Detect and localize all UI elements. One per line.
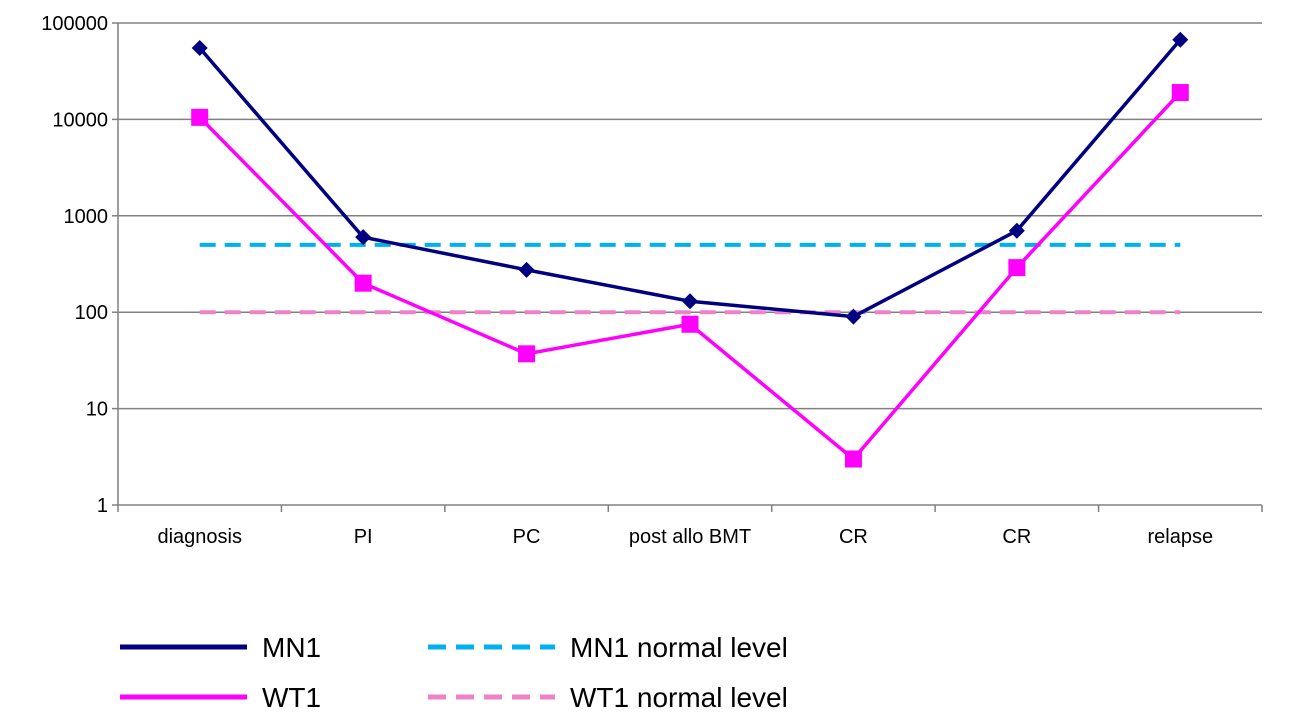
data-point: [354, 274, 372, 292]
x-axis-ticks: diagnosis PI PC post allo BMT CR CR relapse: [117, 505, 1263, 548]
legend: MN1 WT1 MN1 normal level WT1 normal level: [120, 632, 788, 713]
y-tick-label: 10000: [52, 109, 108, 131]
data-point: [844, 450, 862, 468]
gridlines: [118, 22, 1262, 410]
data-point: [845, 308, 862, 325]
y-tick-label: 100: [75, 302, 108, 324]
y-axis-ticks: 1 10 100 1000 10000 100000: [41, 13, 118, 517]
x-tick-label: PC: [513, 526, 541, 548]
data-point: [191, 40, 208, 57]
data-point: [518, 345, 536, 363]
data-point: [1171, 84, 1189, 102]
data-point: [355, 229, 372, 246]
legend-label: MN1: [262, 632, 321, 663]
data-point: [1008, 222, 1025, 239]
legend-label: WT1 normal level: [570, 682, 788, 713]
y-tick-label: 100000: [41, 13, 108, 35]
data-point: [518, 261, 535, 278]
x-tick-label: relapse: [1147, 526, 1213, 548]
y-tick-label: 1000: [64, 206, 109, 228]
y-tick-label: 1: [97, 495, 108, 517]
x-tick-label: CR: [839, 526, 868, 548]
data-point: [682, 293, 698, 310]
data-point: [191, 108, 209, 126]
series-line: [198, 38, 1182, 319]
series-line: [198, 91, 1182, 462]
y-tick-label: 10: [86, 399, 108, 421]
data-point: [1172, 31, 1189, 48]
series: [191, 31, 1189, 468]
data-point: [1008, 259, 1026, 277]
legend-label: WT1: [262, 682, 321, 713]
legend-label: MN1 normal level: [570, 632, 788, 663]
x-tick-label: CR: [1002, 526, 1031, 548]
x-tick-label: PI: [354, 526, 373, 548]
data-point: [681, 315, 699, 333]
x-tick-label: post allo BMT: [629, 526, 751, 548]
x-tick-label: diagnosis: [157, 526, 242, 548]
axes: [117, 23, 1262, 506]
